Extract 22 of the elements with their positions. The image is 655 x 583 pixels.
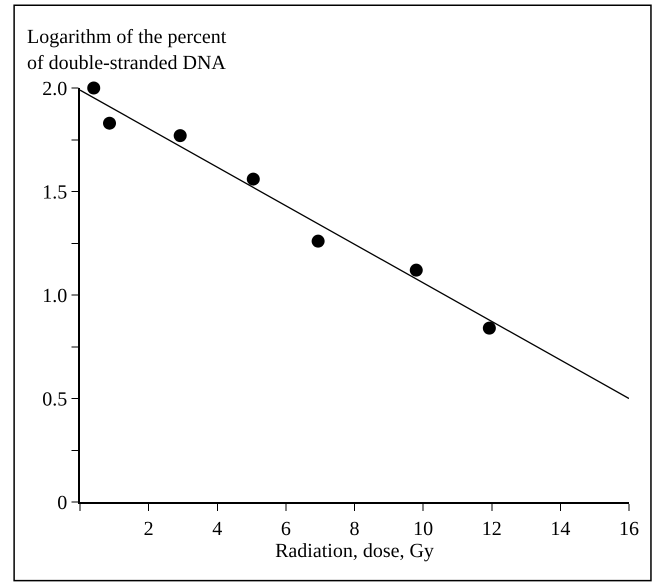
y-tick-label: 2.0 [42, 78, 68, 100]
x-tick-label: 4 [212, 518, 222, 540]
x-tick-label: 2 [144, 518, 154, 540]
point [312, 234, 325, 248]
x-tick-label: 6 [280, 518, 291, 540]
point [174, 129, 187, 142]
point [482, 322, 496, 335]
x-axis-title: Radiation, dose, Gy [275, 540, 434, 562]
x-tick-label: 16 [619, 518, 639, 540]
x-tick-label: 12 [482, 518, 502, 540]
point [103, 116, 116, 130]
y-tick-label: 1.5 [42, 182, 68, 204]
x-tick-label: 14 [550, 518, 570, 540]
y-tick-label: 1.0 [42, 285, 68, 307]
point [246, 172, 260, 186]
point [410, 264, 423, 277]
y-tick-label: 0 [57, 492, 68, 514]
y-axis-title: Logarithm of the percent of double-stranded DNA [27, 26, 227, 74]
y-tick-label: 0.5 [42, 388, 68, 410]
x-tick-label: 10 [413, 518, 434, 540]
x-tick-label: 8 [350, 518, 360, 540]
point [87, 82, 100, 94]
